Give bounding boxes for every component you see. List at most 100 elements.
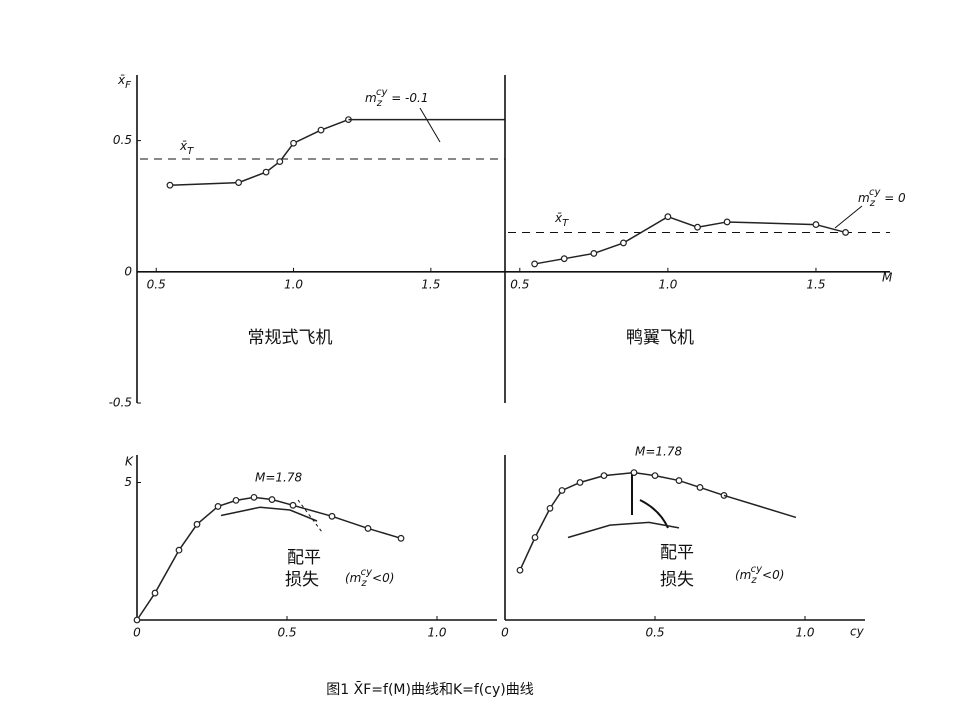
x-tick-label: 1.5 xyxy=(806,277,825,291)
caption: 图1 X̄F=f(M)曲线和K=f(cy)曲线 xyxy=(326,680,533,698)
annotation-base: (m xyxy=(735,568,751,582)
y-axis-label-sub: F xyxy=(125,80,131,91)
reference-label: x̄T xyxy=(554,211,569,230)
annotation: 损失 xyxy=(285,570,319,590)
x-axis-label: cy xyxy=(850,625,865,639)
annotation-sub: z xyxy=(376,98,383,109)
point xyxy=(531,534,539,541)
y-axis-label: x̄F xyxy=(117,73,131,92)
x-tick-label: 1.0 xyxy=(284,277,303,291)
annotation-text: = 0 xyxy=(880,191,906,205)
annotation: (mzcy<0) xyxy=(735,564,784,586)
annotation-sup: cy xyxy=(751,564,763,575)
y-tick-label: 0 xyxy=(124,264,132,278)
reference-label-sub: T xyxy=(187,146,194,157)
annotation-sup: cy xyxy=(869,187,881,198)
point xyxy=(317,126,325,134)
annotation-sub: z xyxy=(750,575,757,586)
annotation: 配平 xyxy=(287,548,321,568)
annotation: mzcy = 0 xyxy=(858,187,906,209)
annotation: (mzcy<0) xyxy=(345,567,394,589)
point xyxy=(560,255,568,263)
y-axis-label: K xyxy=(125,455,134,469)
annotation-text: <0) xyxy=(372,571,394,585)
point xyxy=(364,525,372,532)
panel-label: 常规式飞机 xyxy=(248,328,333,348)
point xyxy=(630,469,638,477)
annotation: mzcy = -0.1 xyxy=(365,87,428,109)
annotation: 损失 xyxy=(660,570,694,590)
reference-label: x̄T xyxy=(179,139,194,158)
annotation: M=1.78 xyxy=(635,445,682,459)
point xyxy=(193,520,201,528)
point xyxy=(664,213,672,221)
annotation-sub: z xyxy=(360,578,367,589)
point xyxy=(696,484,704,491)
x-tick-label: 0.5 xyxy=(277,626,296,640)
point xyxy=(620,239,627,247)
point xyxy=(590,250,598,257)
point xyxy=(166,181,174,189)
reference-label-base: x̄ xyxy=(179,139,188,153)
annotation-sub: z xyxy=(869,198,876,209)
point xyxy=(694,223,701,231)
point xyxy=(842,229,849,236)
annotation: M=1.78 xyxy=(255,471,302,485)
point xyxy=(276,158,284,165)
x-tick-label: 1.0 xyxy=(658,277,677,291)
x-tick-label: 0.5 xyxy=(645,626,664,640)
annotation-sup: cy xyxy=(361,567,373,578)
panel-label: 鸭翼飞机 xyxy=(626,328,694,348)
point xyxy=(651,472,659,480)
point xyxy=(250,493,258,501)
line xyxy=(723,494,797,519)
line xyxy=(136,496,402,621)
leader xyxy=(419,107,441,143)
x-tick-label: 0.5 xyxy=(147,277,166,291)
point xyxy=(546,504,554,512)
y-tick-label: 0.5 xyxy=(113,133,132,147)
y-tick-label: 5 xyxy=(124,475,132,489)
annotation-base: m xyxy=(365,91,377,105)
point xyxy=(214,503,222,510)
point xyxy=(576,479,584,486)
point xyxy=(290,139,297,147)
point xyxy=(268,496,276,503)
reference-label-base: x̄ xyxy=(554,211,563,225)
x-tick-label: 0 xyxy=(133,626,141,640)
reference-label-sub: T xyxy=(562,218,569,229)
point xyxy=(232,496,240,504)
point xyxy=(289,501,297,509)
point xyxy=(812,221,820,228)
point xyxy=(531,260,539,268)
x-tick-label: 1.0 xyxy=(795,626,814,640)
x-tick-label: 1.0 xyxy=(427,626,446,640)
point xyxy=(558,487,566,494)
point xyxy=(151,589,159,597)
x-tick-label: 0 xyxy=(501,626,509,640)
annotation-text: <0) xyxy=(762,568,784,582)
x-axis-label: M xyxy=(882,271,893,285)
point xyxy=(328,512,336,520)
annotation: 配平 xyxy=(660,543,694,563)
point xyxy=(675,477,683,484)
line xyxy=(567,521,680,539)
point xyxy=(516,566,524,574)
annotation-base: (m xyxy=(345,571,361,585)
point xyxy=(600,472,608,480)
y-tick-label: -0.5 xyxy=(109,396,132,410)
annotation-text: = -0.1 xyxy=(387,91,428,105)
annotation-base: m xyxy=(858,191,870,205)
point xyxy=(235,179,243,186)
point xyxy=(723,218,731,226)
point xyxy=(262,168,270,176)
x-tick-label: 1.5 xyxy=(421,277,440,291)
point xyxy=(397,534,405,542)
point xyxy=(175,546,183,554)
leader xyxy=(297,499,323,533)
x-tick-label: 0.5 xyxy=(510,277,529,291)
annotation-sup: cy xyxy=(376,87,388,98)
leader xyxy=(834,205,863,229)
point xyxy=(133,616,141,624)
